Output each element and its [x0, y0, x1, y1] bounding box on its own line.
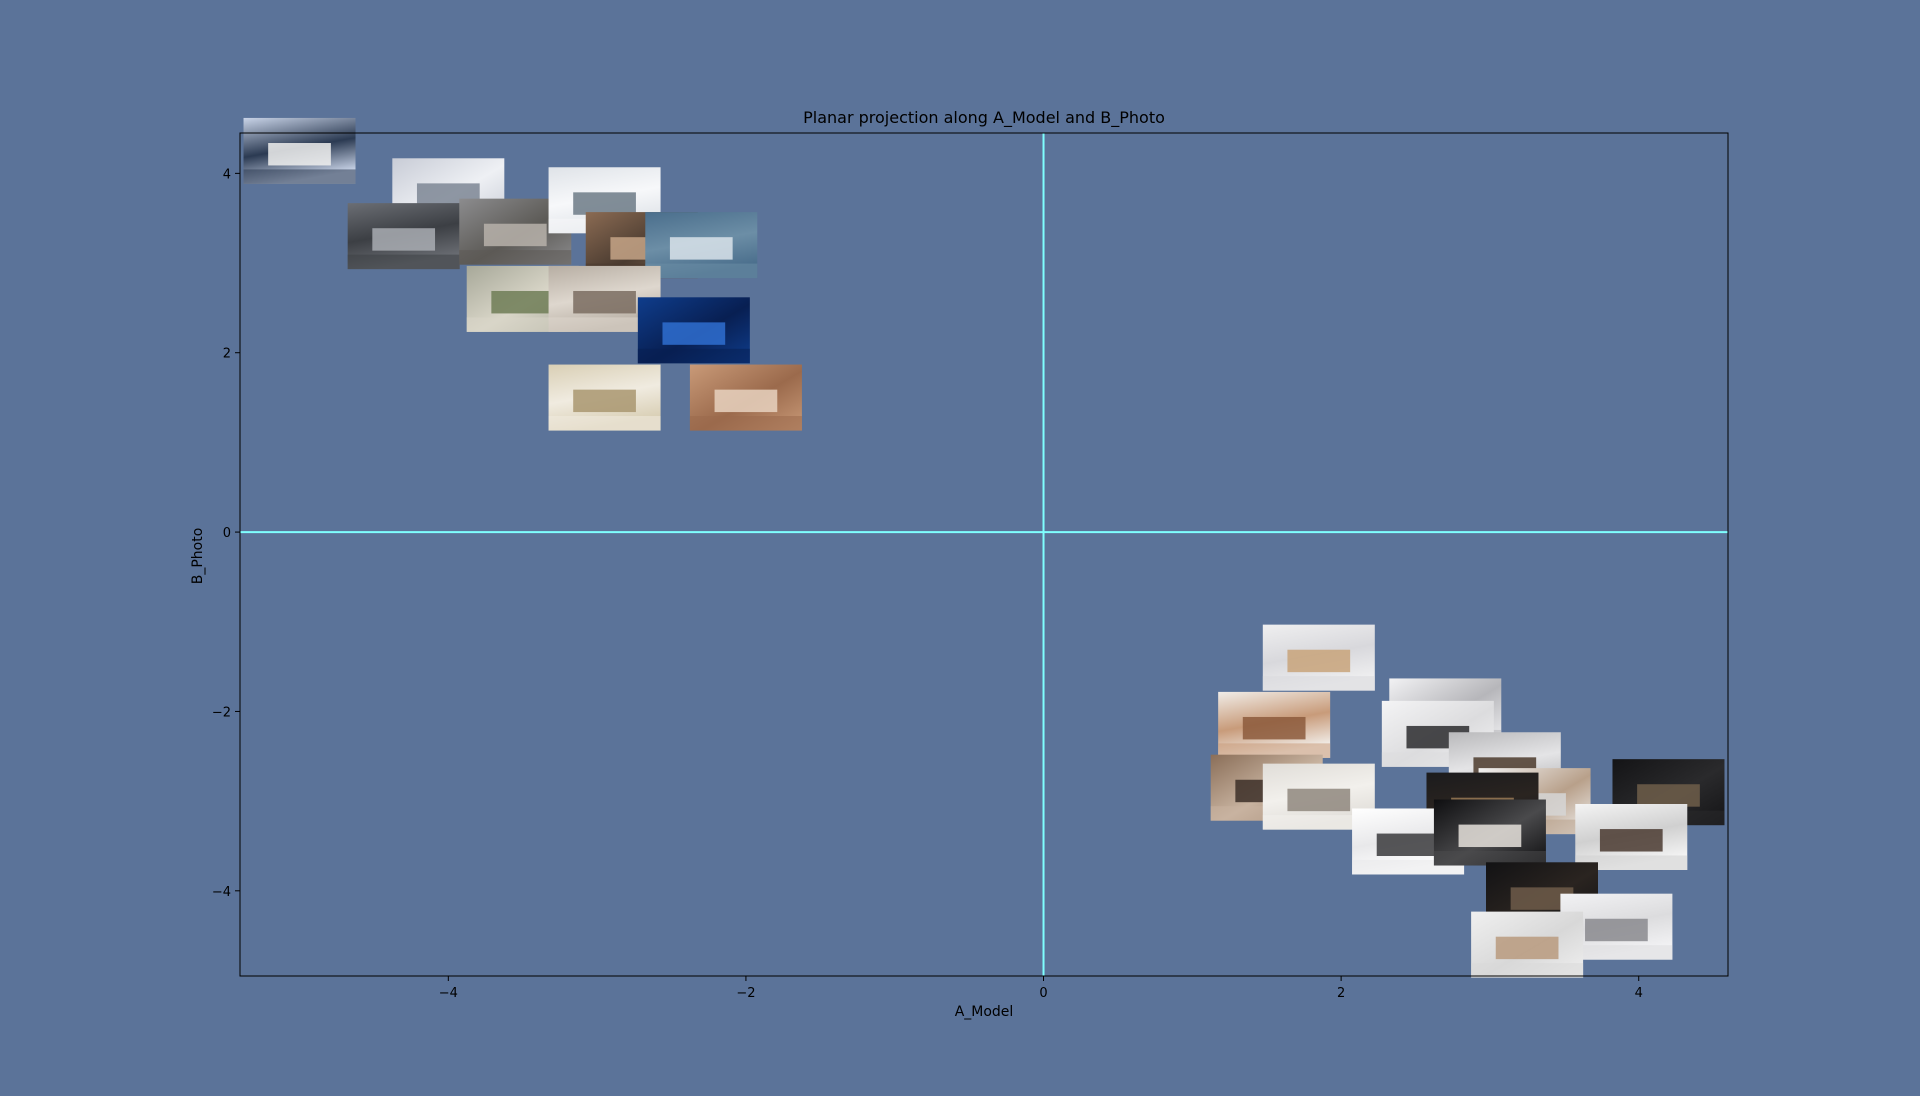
image-point: [645, 212, 758, 279]
scatter-points: [243, 117, 1725, 978]
x-tick-label: 4: [1635, 986, 1643, 1001]
x-tick-label: −4: [439, 986, 458, 1001]
image-point: [1471, 911, 1584, 978]
y-tick-label: 2: [223, 347, 231, 362]
y-tick-label: 4: [223, 167, 231, 182]
image-point: [689, 364, 802, 431]
image-point: [347, 203, 460, 270]
y-tick-label: −4: [212, 885, 231, 900]
y-tick-label: 0: [223, 526, 231, 541]
x-axis-ticks: −4 −2 0 2 4: [439, 976, 1643, 1001]
y-tick-label: −2: [212, 705, 231, 720]
chart-title: Planar projection along A_Model and B_Ph…: [803, 108, 1165, 128]
x-tick-label: 0: [1039, 986, 1047, 1001]
image-point: [637, 297, 750, 364]
x-axis-label: A_Model: [955, 1004, 1014, 1020]
image-point: [243, 117, 356, 184]
image-point: [1575, 803, 1688, 870]
x-tick-label: −2: [736, 986, 755, 1001]
image-point: [548, 364, 661, 431]
image-point: [1262, 763, 1375, 830]
y-axis-ticks: −4 −2 0 2 4: [212, 167, 240, 900]
axes-frame: [239, 132, 1729, 977]
y-axis-label: B_Photo: [190, 528, 206, 585]
image-point: [1218, 691, 1331, 758]
x-tick-label: 2: [1337, 986, 1345, 1001]
reference-lines: [240, 133, 1728, 976]
image-point: [1262, 624, 1375, 691]
image-point: [1433, 799, 1546, 866]
